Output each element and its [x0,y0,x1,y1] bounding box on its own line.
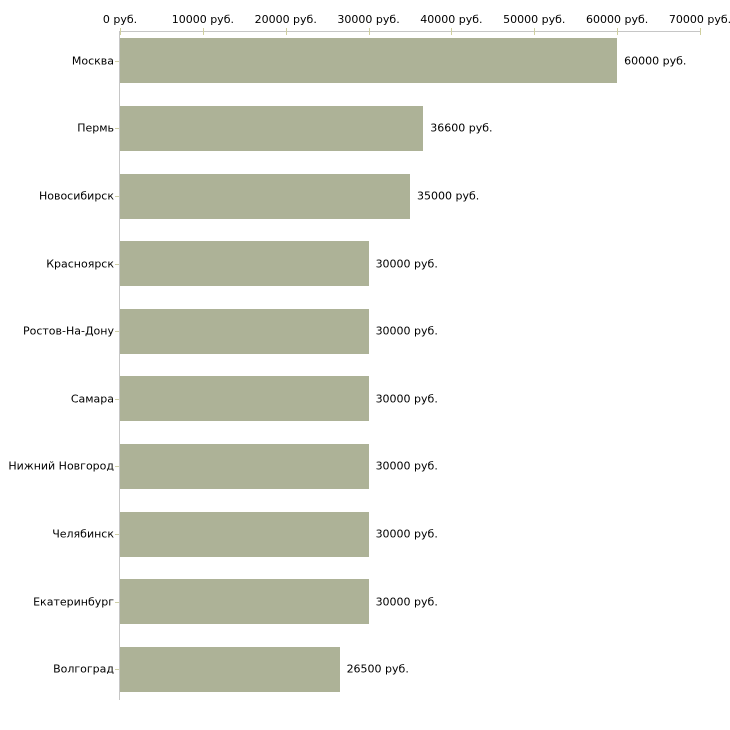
category-label: Пермь [77,121,114,135]
value-label: 30000 руб. [375,324,438,338]
category-tick-mark [115,196,119,197]
bar-3 [120,241,369,287]
category-label: Москва [71,54,114,68]
category-tick-mark [115,534,119,535]
x-tick-mark [120,28,121,35]
bar-5 [120,376,369,422]
bar-0 [120,38,618,84]
category-label: Самара [70,392,114,406]
bar-8 [120,579,369,625]
x-tick-mark [534,28,536,35]
bar-9 [120,646,340,692]
bar-7 [120,511,369,557]
value-label: 35000 руб. [417,189,480,203]
category-label: Нижний Новгород [8,459,114,473]
category-label: Волгоград [53,662,114,676]
category-tick-mark [115,331,119,333]
category-tick-mark [115,60,119,62]
bar-4 [120,308,369,354]
x-tick-mark [700,28,701,35]
category-label: Красноярск [46,257,114,271]
value-label: 36600 руб. [430,121,493,135]
category-tick-mark [115,263,119,265]
x-tick-label: 40000 руб. [420,13,483,26]
value-label: 60000 руб. [624,54,687,68]
category-tick-mark [115,128,119,130]
value-label: 30000 руб. [375,459,438,473]
category-tick-mark [115,669,119,671]
value-label: 30000 руб. [375,527,438,541]
bar-1 [120,105,424,151]
category-label: Екатеринбург [33,595,114,609]
value-label: 30000 руб. [375,595,438,609]
category-tick-mark [115,398,119,400]
bar-2 [120,173,410,219]
x-tick-mark [285,28,287,35]
bar-6 [120,443,369,489]
category-tick-mark [115,601,119,603]
x-tick-label: 50000 руб. [503,13,566,26]
category-tick-mark [115,466,119,468]
category-label: Ростов-На-Дону [22,324,114,338]
y-axis-line [119,31,120,700]
x-tick-mark [617,28,619,35]
x-tick-label: 20000 руб. [254,13,317,26]
category-label: Новосибирск [38,189,114,203]
x-axis-line [119,31,700,32]
x-tick-label: 70000 руб. [668,13,730,26]
category-label: Челябинск [52,527,114,541]
x-tick-mark [368,28,370,35]
x-tick-label: 60000 руб. [586,13,649,26]
value-label: 30000 руб. [375,392,438,406]
x-tick-mark [451,28,453,35]
x-tick-label: 10000 руб. [171,13,234,26]
x-tick-label: 30000 руб. [337,13,400,26]
x-tick-mark [202,28,204,35]
value-label: 26500 руб. [346,662,409,676]
x-tick-label: 0 руб. [102,13,138,26]
value-label: 30000 руб. [375,257,438,271]
